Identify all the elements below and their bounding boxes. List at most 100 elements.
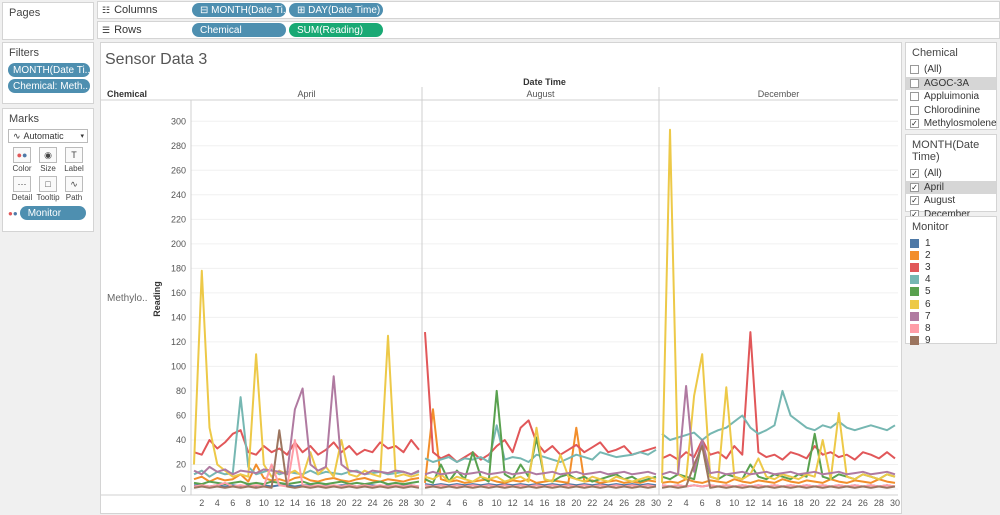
series-line-monitor-2[interactable] xyxy=(424,408,657,484)
checkbox-icon[interactable] xyxy=(910,92,919,102)
x-tick-label: 20 xyxy=(571,498,581,508)
month-filter-label: August xyxy=(924,195,956,207)
series-line-monitor-9[interactable] xyxy=(193,429,420,489)
legend-item[interactable]: 5 xyxy=(906,286,996,298)
series-line-monitor-6[interactable] xyxy=(661,128,896,483)
series-line-monitor-1[interactable] xyxy=(424,483,657,487)
y-axis-label: Reading xyxy=(152,281,162,317)
checkbox-icon[interactable] xyxy=(910,78,919,88)
pages-panel[interactable]: Pages xyxy=(2,2,94,40)
checkbox-checked-icon[interactable]: ✓ xyxy=(910,169,919,179)
x-tick-label: 10 xyxy=(259,498,269,508)
legend-label: 6 xyxy=(925,298,931,310)
checkbox-icon[interactable] xyxy=(910,65,919,75)
sheet-title: Sensor Data 3 xyxy=(105,51,208,68)
monitor-mark-pill[interactable]: Monitor xyxy=(19,206,86,220)
y-tick-label: 80 xyxy=(176,386,186,396)
x-tick-label: 10 xyxy=(729,498,739,508)
month-filter-item[interactable]: ✓ April xyxy=(906,180,996,194)
series-line-monitor-6[interactable] xyxy=(424,426,657,483)
x-tick-label: 8 xyxy=(246,498,251,508)
chemical-filter-item[interactable]: (All) xyxy=(906,63,996,77)
color-button[interactable]: ● ● Color xyxy=(9,147,35,173)
chevron-down-icon: ▾ xyxy=(80,133,84,140)
series-line-monitor-6[interactable] xyxy=(193,269,420,478)
legend-item[interactable]: 4 xyxy=(906,274,996,286)
columns-shelf[interactable]: ☷ Columns ⊟ MONTH(Date Ti.. ⊞ DAY(Date T… xyxy=(97,1,1000,19)
pane-header: August xyxy=(526,89,555,99)
mark-type-dropdown[interactable]: ∿ Automatic ▾ xyxy=(8,129,88,143)
checkbox-checked-icon[interactable]: ✓ xyxy=(910,196,919,206)
series-line-monitor-5[interactable] xyxy=(424,389,657,484)
x-tick-label: 18 xyxy=(794,498,804,508)
month-column-pill[interactable]: ⊟ MONTH(Date Ti.. xyxy=(192,3,286,17)
legend-label: 5 xyxy=(925,286,931,298)
checkbox-checked-icon[interactable]: ✓ xyxy=(910,119,919,129)
legend-item[interactable]: 3 xyxy=(906,261,996,273)
month-filter-card: MONTH(Date Time) ✓ (All) ✓ April ✓ August ✓ Dec… xyxy=(905,134,997,220)
x-tick-label: 26 xyxy=(858,498,868,508)
y-tick-label: 120 xyxy=(171,337,186,347)
columns-label: Columns xyxy=(114,4,158,16)
chemical-filter-item[interactable]: Chlorodinine xyxy=(906,104,996,118)
series-line-monitor-3[interactable] xyxy=(661,331,896,461)
x-tick-label: 16 xyxy=(539,498,549,508)
y-tick-label: 280 xyxy=(171,141,186,151)
x-tick-label: 14 xyxy=(761,498,771,508)
chemical-filter-item[interactable]: AGOC-3A xyxy=(906,76,996,90)
legend-item[interactable]: 2 xyxy=(906,249,996,261)
series-line-monitor-7[interactable] xyxy=(661,385,896,476)
path-button[interactable]: ∿ Path xyxy=(61,176,87,202)
series-line-monitor-5[interactable] xyxy=(193,480,420,486)
x-tick-label: 28 xyxy=(874,498,884,508)
series-line-monitor-4[interactable] xyxy=(661,389,896,441)
series-line-monitor-9[interactable] xyxy=(661,445,896,489)
chemical-filter-pill[interactable]: Chemical: Meth.. xyxy=(8,79,90,93)
month-filter-title: MONTH(Date Time) xyxy=(912,139,980,163)
chemical-filter-label: Methylosmolene xyxy=(923,118,997,130)
reading-row-pill[interactable]: SUM(Reading) xyxy=(289,23,383,37)
label-button[interactable]: T Label xyxy=(61,147,87,173)
chemical-filter-item[interactable]: Appluimonia xyxy=(906,90,996,104)
line-chart[interactable]: Date Time Chemical Methylo.. Reading 0 20 40 60… xyxy=(101,43,901,515)
x-tick-label: 28 xyxy=(398,498,408,508)
legend-item[interactable]: 1 xyxy=(906,237,996,249)
legend-label: 9 xyxy=(925,335,931,347)
x-tick-label: 8 xyxy=(716,498,721,508)
marks-panel: Marks ∿ Automatic ▾ ● ● Color ◉ Size T La… xyxy=(2,108,94,232)
series-line-monitor-3[interactable] xyxy=(424,332,657,463)
month-filter-item[interactable]: ✓ August xyxy=(906,194,996,208)
chemical-row-pill[interactable]: Chemical xyxy=(192,23,286,37)
sheet-view[interactable]: Sensor Data 3 Date Time Chemical Methylo..… xyxy=(100,42,902,514)
series-line-monitor-9[interactable] xyxy=(424,485,657,489)
checkbox-checked-icon[interactable]: ✓ xyxy=(910,182,919,192)
legend-item[interactable]: 6 xyxy=(906,298,996,310)
series-line-monitor-7[interactable] xyxy=(193,375,420,476)
legend-swatch xyxy=(910,262,919,272)
size-button[interactable]: ◉ Size xyxy=(35,147,61,173)
day-column-pill[interactable]: ⊞ DAY(Date Time) xyxy=(289,3,383,17)
month-filter-pill[interactable]: MONTH(Date Ti.. xyxy=(8,63,90,77)
x-tick-label: 16 xyxy=(305,498,315,508)
y-tick-label: 100 xyxy=(171,361,186,371)
x-tick-label: 24 xyxy=(603,498,613,508)
rows-label: Rows xyxy=(114,24,142,36)
month-filter-item[interactable]: ✓ (All) xyxy=(906,167,996,181)
series-line-monitor-8[interactable] xyxy=(661,484,896,488)
chemical-filter-item[interactable]: ✓ Methylosmolene xyxy=(906,117,997,131)
detail-button[interactable]: ⋯ Detail xyxy=(9,176,35,202)
checkbox-icon[interactable] xyxy=(910,105,919,115)
filters-panel: Filters MONTH(Date Ti.. Chemical: Meth.. xyxy=(2,42,94,104)
rows-shelf[interactable]: ☰ Rows Chemical SUM(Reading) xyxy=(97,21,1000,39)
detail-icon: ⋯ xyxy=(13,176,31,192)
filters-title: Filters xyxy=(9,47,39,59)
legend-swatch xyxy=(910,323,919,333)
series-line-monitor-7[interactable] xyxy=(424,470,657,476)
tooltip-button[interactable]: □ Tooltip xyxy=(35,176,61,202)
x-tick-label: 20 xyxy=(810,498,820,508)
series-line-monitor-2[interactable] xyxy=(661,478,896,484)
legend-item[interactable]: 7 xyxy=(906,310,996,322)
legend-item[interactable]: 9 xyxy=(906,335,996,347)
legend-item[interactable]: 8 xyxy=(906,322,996,334)
